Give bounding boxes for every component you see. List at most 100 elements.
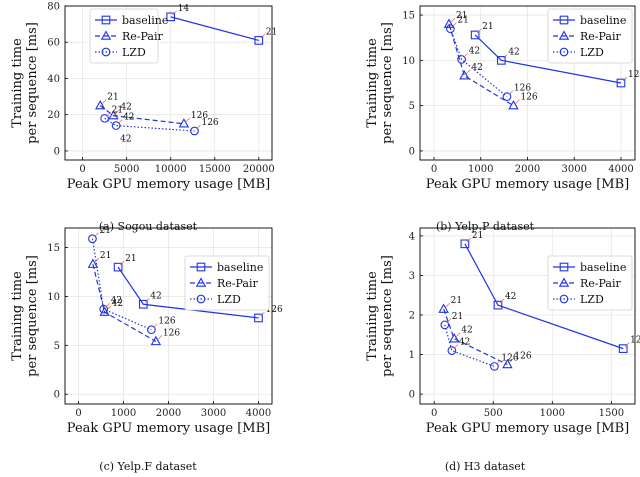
annotation-leader bbox=[624, 342, 630, 347]
data-point-repair bbox=[87, 258, 99, 268]
x-tick-label: 2000 bbox=[515, 164, 540, 175]
data-label: 21 bbox=[107, 93, 118, 103]
legend-entry: LZD bbox=[580, 46, 604, 59]
legend-entry: Re-Pair bbox=[580, 277, 621, 290]
annotation-leader bbox=[172, 10, 177, 16]
data-label: 21 bbox=[99, 226, 110, 236]
series-line-baseline bbox=[170, 16, 259, 42]
legend-box bbox=[547, 8, 633, 64]
data-label: 42 bbox=[469, 46, 480, 56]
data-label: 42 bbox=[120, 103, 131, 113]
legend-marker bbox=[559, 294, 569, 304]
x-axis-label: Peak GPU memory usage [MB] bbox=[67, 177, 270, 192]
x-tick-label: 500 bbox=[484, 408, 503, 419]
x-axis-label: Peak GPU memory usage [MB] bbox=[426, 421, 629, 436]
data-label: 126 bbox=[520, 93, 537, 103]
annotation-leader bbox=[446, 318, 452, 324]
data-label: 126 bbox=[201, 118, 218, 128]
annotation-leader bbox=[196, 124, 201, 130]
x-tick-label: 1000 bbox=[540, 408, 565, 419]
legend-marker bbox=[100, 30, 112, 40]
annotation-leader bbox=[115, 109, 120, 114]
x-tick-label: 15000 bbox=[199, 164, 231, 175]
data-point-baseline bbox=[254, 313, 263, 323]
legend-marker bbox=[558, 277, 570, 287]
y-tick-label: 10 bbox=[402, 56, 415, 67]
series-line-baseline bbox=[464, 243, 624, 350]
legend-entry: Re-Pair bbox=[580, 30, 621, 43]
legend-marker bbox=[196, 294, 206, 304]
x-tick-label: 0 bbox=[431, 164, 437, 175]
annotation-leader bbox=[106, 112, 111, 117]
data-label: 126 bbox=[158, 317, 175, 327]
y-tick-label: 80 bbox=[47, 2, 60, 13]
data-label: 21 bbox=[457, 16, 468, 26]
data-point-baseline bbox=[470, 30, 480, 40]
legend-marker bbox=[558, 30, 570, 40]
legend-entry: LZD bbox=[580, 293, 604, 306]
annotation-leader bbox=[622, 76, 628, 82]
y-tick-label: 5 bbox=[409, 101, 415, 112]
series-line-repair bbox=[443, 308, 508, 365]
annotation-leader bbox=[499, 298, 505, 304]
series-line-repair bbox=[92, 264, 157, 342]
data-point-baseline bbox=[616, 78, 626, 88]
x-tick-label: 10000 bbox=[155, 164, 187, 175]
data-label: 42 bbox=[471, 63, 482, 73]
plot-frame bbox=[64, 5, 273, 161]
y-axis-label-line: Training time bbox=[365, 271, 380, 361]
x-tick-label: 1500 bbox=[599, 408, 624, 419]
chart-panel-3: 0 1000 2000 3000 4000 0 5 10 15 Peak GPU memory u… bbox=[10, 226, 283, 473]
data-label: 126 bbox=[501, 353, 518, 363]
legend: baseline Re-Pair LZD bbox=[547, 8, 633, 64]
figure-caption: (d) H3 dataset bbox=[445, 460, 526, 473]
annotation-leader bbox=[496, 360, 501, 365]
y-axis-label-line: Training time bbox=[365, 38, 380, 128]
annotation-leader bbox=[153, 323, 158, 328]
annotation-leader bbox=[463, 53, 468, 58]
legend: baseline Re-Pair LZD bbox=[89, 8, 168, 64]
figure-caption: (c) Yelp.F dataset bbox=[99, 460, 197, 473]
data-point-baseline bbox=[460, 239, 470, 249]
data-label: 21 bbox=[112, 105, 123, 115]
x-axis-label: Peak GPU memory usage [MB] bbox=[67, 421, 270, 436]
data-label: 21 bbox=[125, 254, 136, 264]
data-label: 126 bbox=[163, 328, 180, 338]
y-tick-label: 2 bbox=[409, 311, 415, 322]
annotation-leader bbox=[157, 335, 163, 340]
annotation-leader bbox=[453, 344, 459, 349]
figure-caption: (a) Sogou dataset bbox=[99, 220, 198, 233]
annotation-leader bbox=[515, 99, 520, 104]
annotation-leader bbox=[503, 54, 508, 59]
data-label: 126 bbox=[630, 336, 640, 346]
data-point-baseline bbox=[618, 344, 628, 353]
data-point-lzd bbox=[88, 234, 97, 244]
annotation-leader bbox=[105, 302, 110, 308]
data-point-repair bbox=[178, 118, 190, 128]
data-label: 126 bbox=[514, 84, 531, 94]
data-point-repair bbox=[449, 333, 460, 343]
chart-panel-1: 0 5000 10000 15000 20000 0 20 40 60 80 Peak GPU me… bbox=[10, 2, 277, 234]
x-tick-label: 3000 bbox=[201, 408, 226, 419]
data-point-baseline bbox=[496, 56, 506, 65]
data-label: 126 bbox=[191, 111, 208, 121]
data-point-lzd bbox=[457, 55, 466, 64]
data-point-lzd bbox=[147, 325, 156, 335]
legend-marker bbox=[195, 277, 207, 287]
data-label: 42 bbox=[461, 326, 472, 336]
chart-panel-2: 0 1000 2000 3000 4000 0 5 10 15 Peak GPU memory u… bbox=[365, 5, 640, 233]
x-axis-label: Peak GPU memory usage [MB] bbox=[426, 177, 629, 192]
data-label: 42 bbox=[508, 47, 519, 57]
data-label: 42 bbox=[120, 135, 131, 145]
data-label: 21 bbox=[472, 231, 483, 241]
annotation-leader bbox=[508, 90, 514, 95]
y-axis-label: Training timeper sequence [ms] bbox=[365, 255, 395, 377]
x-tick-label: 20000 bbox=[243, 164, 275, 175]
data-point-repair bbox=[508, 100, 519, 110]
legend-box bbox=[184, 255, 270, 311]
data-point-baseline bbox=[166, 12, 176, 22]
y-tick-label: 0 bbox=[54, 390, 60, 401]
annotation-leader bbox=[117, 119, 123, 124]
annotation-leader bbox=[450, 17, 456, 23]
